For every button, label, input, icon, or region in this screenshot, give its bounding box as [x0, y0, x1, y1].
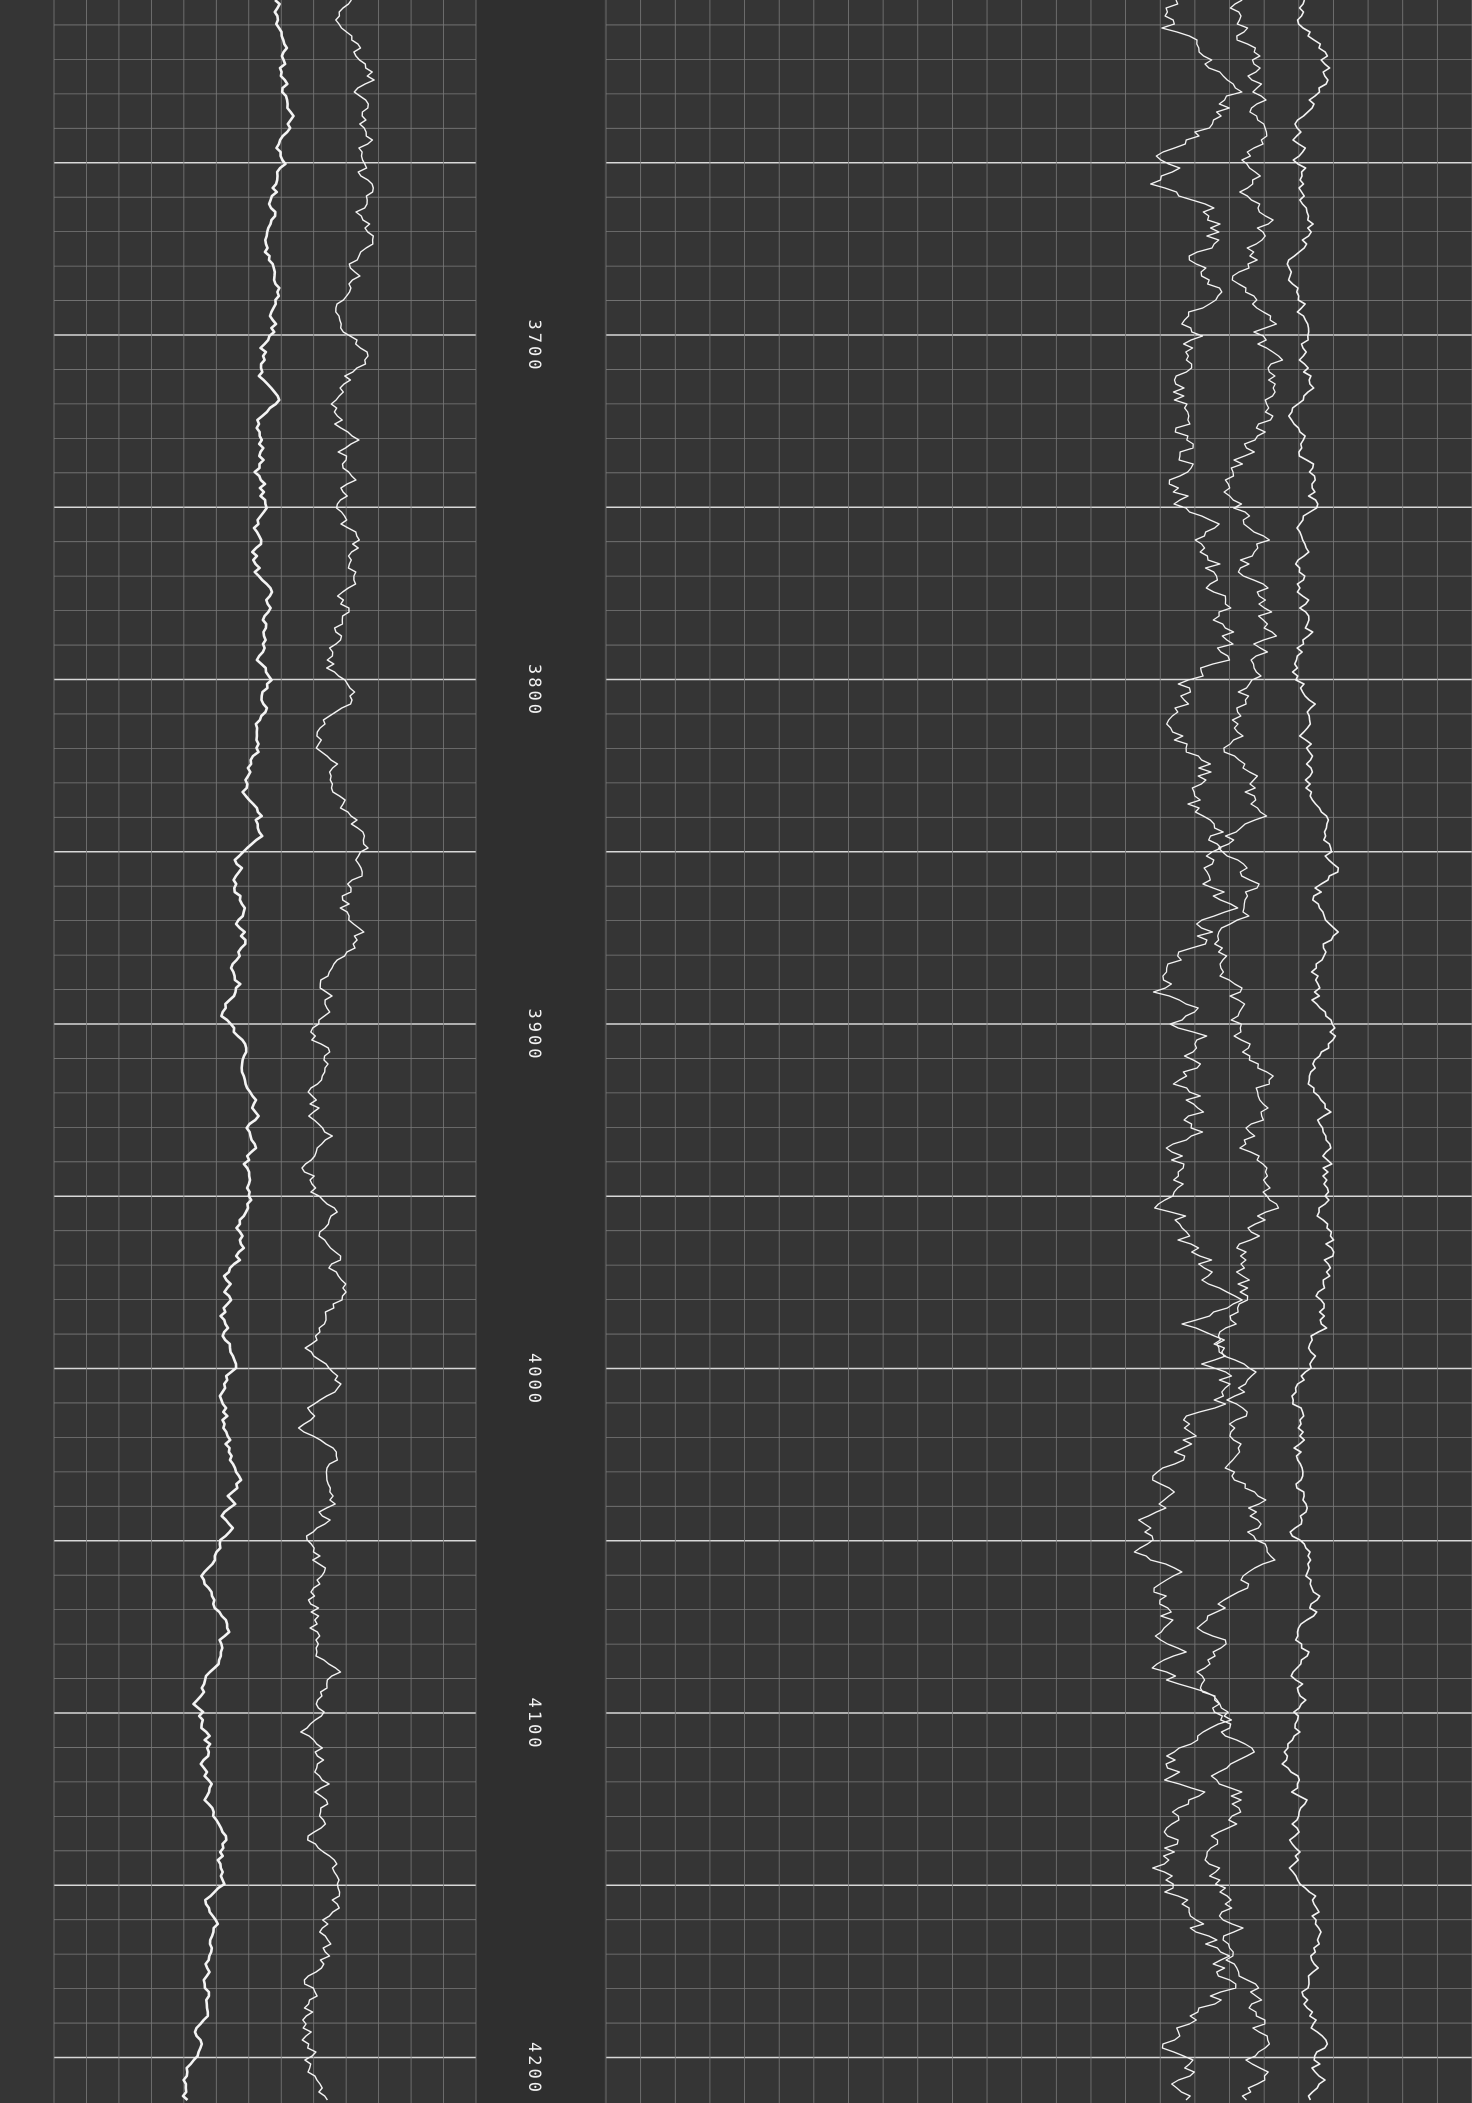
log-trace [181, 0, 295, 2101]
depth-label: 4200 [524, 2042, 544, 2095]
depth-track [476, 0, 604, 2103]
depth-label: 3800 [524, 664, 544, 717]
log-trace [1196, 0, 1284, 2101]
depth-label: 4000 [524, 1353, 544, 1406]
log-trace [1281, 0, 1340, 2101]
grid [53, 0, 1472, 2103]
log-trace [1133, 0, 1243, 2101]
depth-label: 3700 [524, 320, 544, 373]
depth-label: 4100 [524, 1698, 544, 1751]
traces [181, 0, 1340, 2101]
depth-labels: 3700 3800 3900 4000 4100 4200 [524, 320, 544, 2095]
log-trace [297, 0, 375, 2101]
depth-label: 3900 [524, 1009, 544, 1062]
